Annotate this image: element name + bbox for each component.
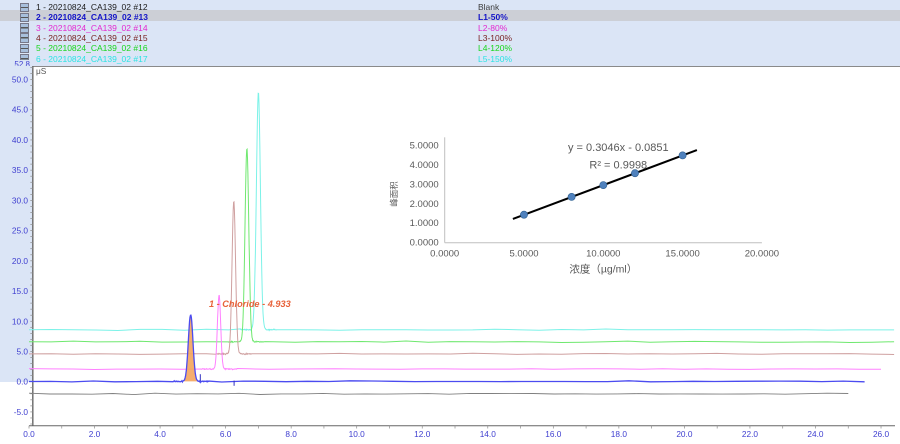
svg-text:10.0: 10.0 — [12, 316, 29, 326]
svg-text:2.0: 2.0 — [89, 429, 101, 439]
svg-text:8.0: 8.0 — [285, 429, 297, 439]
svg-text:0.0000: 0.0000 — [410, 238, 439, 249]
svg-text:4.0: 4.0 — [154, 429, 166, 439]
svg-text:R² = 0.9998: R² = 0.9998 — [589, 160, 647, 172]
svg-text:24.0: 24.0 — [807, 429, 824, 439]
svg-text:5.0: 5.0 — [16, 346, 28, 356]
svg-text:45.0: 45.0 — [12, 105, 29, 115]
svg-text:5.0000: 5.0000 — [410, 140, 439, 151]
svg-text:10.0: 10.0 — [349, 429, 366, 439]
svg-text:1.0000: 1.0000 — [410, 218, 439, 229]
svg-text:12.0: 12.0 — [414, 429, 431, 439]
svg-text:20.0: 20.0 — [676, 429, 693, 439]
svg-text:10.0000: 10.0000 — [586, 249, 620, 260]
svg-text:25.0: 25.0 — [12, 226, 29, 236]
svg-text:15.0000: 15.0000 — [665, 249, 699, 260]
svg-text:20.0000: 20.0000 — [745, 249, 779, 260]
svg-text:3.0000: 3.0000 — [410, 179, 439, 190]
svg-text:y = 0.3046x - 0.0851: y = 0.3046x - 0.0851 — [568, 142, 669, 154]
svg-text:5.0000: 5.0000 — [509, 249, 538, 260]
svg-text:0.0: 0.0 — [16, 377, 28, 387]
svg-text:峰面积: 峰面积 — [389, 181, 399, 207]
svg-text:40.0: 40.0 — [12, 135, 29, 145]
svg-text:1 - Chloride - 4.933: 1 - Chloride - 4.933 — [209, 299, 291, 309]
svg-text:浓度（µg/ml）: 浓度（µg/ml） — [569, 263, 637, 276]
svg-text:14.0: 14.0 — [480, 429, 497, 439]
svg-text:35.0: 35.0 — [12, 165, 29, 175]
svg-text:18.0: 18.0 — [611, 429, 628, 439]
svg-text:30.0: 30.0 — [12, 195, 29, 205]
svg-text:-5.0: -5.0 — [14, 407, 29, 417]
svg-text:4.0000: 4.0000 — [410, 160, 439, 171]
svg-text:0.0000: 0.0000 — [430, 249, 459, 260]
svg-text:6.0: 6.0 — [220, 429, 232, 439]
svg-text:22.0: 22.0 — [742, 429, 759, 439]
svg-text:2.0000: 2.0000 — [410, 199, 439, 210]
svg-text:26.0: 26.0 — [873, 429, 890, 439]
svg-text:20.0: 20.0 — [12, 256, 29, 266]
svg-text:0.0: 0.0 — [23, 429, 35, 439]
svg-text:50.0: 50.0 — [12, 75, 29, 85]
svg-text:15.0: 15.0 — [12, 286, 29, 296]
svg-text:16.0: 16.0 — [545, 429, 562, 439]
